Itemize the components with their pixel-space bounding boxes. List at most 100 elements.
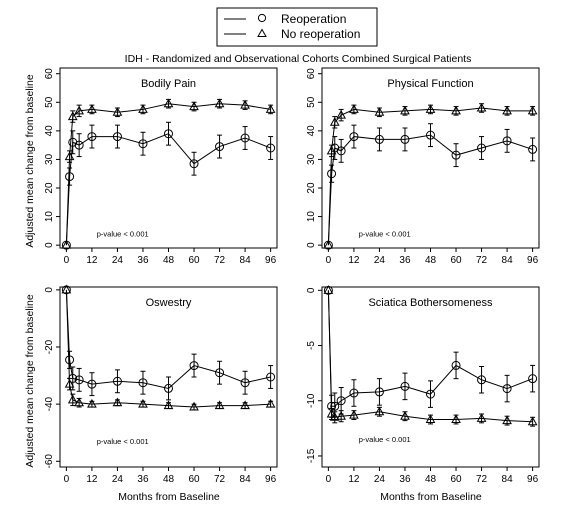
x-tick-label: 12 <box>86 474 98 485</box>
x-tick-label: 84 <box>240 255 252 266</box>
panel-oswestry: Oswestry 0 12 24 36 48 60 72 84 96 0 -20 -40 -60 p-val… <box>44 284 278 485</box>
x-tick-label: 0 <box>326 474 332 485</box>
y-axis-label-bottom: Adjusted mean change from baseline <box>24 294 36 468</box>
x-tick-label: 60 <box>450 474 462 485</box>
data-point-reoperation <box>65 355 75 365</box>
data-point-no-reoperation <box>326 145 337 155</box>
data-point-reoperation <box>164 129 173 139</box>
data-point-no-reoperation <box>451 105 461 115</box>
panel-bodily-pain: Bodily Pain 0 12 24 36 48 60 72 84 96 0 10 20 30 40 50 6… <box>44 67 278 266</box>
y-tick-label: 10 <box>44 211 55 223</box>
data-point-reoperation <box>502 384 512 394</box>
x-tick-label: 0 <box>326 255 332 266</box>
data-point-no-reoperation <box>527 416 538 426</box>
y-tick-label: 20 <box>306 182 317 194</box>
data-point-no-reoperation <box>502 415 512 425</box>
data-point-no-reoperation <box>64 151 75 161</box>
y-tick-label: 30 <box>44 153 55 165</box>
x-tick-label: 24 <box>374 474 386 485</box>
x-tick-label: 36 <box>137 255 149 266</box>
data-point-reoperation <box>426 130 435 140</box>
data-point-no-reoperation <box>502 105 512 115</box>
x-tick-label: 60 <box>450 255 462 266</box>
panel-title: Bodily Pain <box>141 78 196 90</box>
x-tick-label: 72 <box>214 474 226 485</box>
y-tick-label: 0 <box>44 287 55 293</box>
data-point-reoperation <box>240 133 250 143</box>
y-tick-label: 60 <box>306 68 317 80</box>
data-point-reoperation <box>426 389 435 399</box>
data-point-no-reoperation <box>138 104 148 113</box>
data-point-reoperation <box>87 132 97 142</box>
data-point-no-reoperation <box>265 104 276 113</box>
data-point-reoperation <box>189 361 199 371</box>
data-point-no-reoperation <box>112 397 123 407</box>
data-point-reoperation <box>240 378 250 388</box>
series-line-no-reoperation <box>65 103 271 246</box>
figure-title: IDH - Randomized and Observational Cohor… <box>125 53 472 65</box>
series-line-reoperation <box>65 133 271 246</box>
y-tick-label: -15 <box>306 448 317 463</box>
panel-title: Sciatica Bothersomeness <box>368 297 493 309</box>
y-tick-label: 40 <box>44 125 55 137</box>
data-point-no-reoperation <box>425 414 436 424</box>
x-tick-label: 24 <box>112 474 124 485</box>
data-point-reoperation <box>266 372 276 382</box>
data-point-no-reoperation <box>326 408 337 418</box>
x-tick-label: 24 <box>112 255 124 266</box>
x-tick-label: 84 <box>240 474 252 485</box>
data-point-no-reoperation <box>74 397 84 407</box>
data-point-no-reoperation <box>476 413 487 422</box>
y-tick-label: -10 <box>306 393 317 408</box>
x-tick-label: 48 <box>425 255 437 266</box>
data-point-no-reoperation <box>329 412 340 421</box>
p-value-annotation: p-value < 0.001 <box>359 229 411 238</box>
data-point-reoperation <box>349 132 359 142</box>
data-point-no-reoperation <box>87 104 97 113</box>
y-tick-label: -40 <box>44 396 55 411</box>
data-point-reoperation <box>74 375 84 385</box>
data-point-reoperation <box>266 143 276 153</box>
x-tick-label: 48 <box>163 255 175 266</box>
x-tick-label: 48 <box>163 474 175 485</box>
data-point-no-reoperation <box>476 102 487 112</box>
y-tick-label: 0 <box>306 242 317 248</box>
legend-label-reoperation: Reoperation <box>281 12 346 26</box>
legend-circle-icon <box>257 13 267 23</box>
x-tick-label: 96 <box>527 255 539 266</box>
data-point-no-reoperation <box>240 400 250 410</box>
data-point-reoperation <box>349 388 359 398</box>
x-tick-label: 12 <box>348 255 360 266</box>
data-point-no-reoperation <box>374 406 385 416</box>
data-point-reoperation <box>138 139 148 149</box>
x-axis-label-left: Months from Baseline <box>118 491 220 503</box>
data-point-reoperation <box>400 134 410 144</box>
y-tick-label: -60 <box>44 454 55 469</box>
x-tick-label: 36 <box>137 474 149 485</box>
x-tick-label: 36 <box>399 474 411 485</box>
y-tick-label: 50 <box>44 96 55 108</box>
y-tick-label: 30 <box>306 153 317 165</box>
data-point-reoperation <box>477 375 487 385</box>
data-point-no-reoperation <box>61 284 72 294</box>
x-axis-label-right: Months from Baseline <box>380 491 482 503</box>
y-tick-label: 20 <box>44 182 55 194</box>
data-point-reoperation <box>215 142 225 152</box>
y-axis-label-top: Adjusted mean change from baseline <box>24 74 36 248</box>
data-point-reoperation <box>400 381 410 391</box>
data-point-no-reoperation <box>61 239 72 249</box>
data-point-no-reoperation <box>214 98 225 108</box>
y-tick-label: 50 <box>306 96 317 108</box>
data-point-no-reoperation <box>329 117 340 126</box>
x-tick-label: 24 <box>374 255 386 266</box>
plot-frame <box>321 67 540 249</box>
data-point-reoperation <box>477 143 487 153</box>
data-point-reoperation <box>164 383 173 393</box>
x-tick-label: 72 <box>476 474 488 485</box>
plot-frame <box>321 286 540 468</box>
x-tick-label: 72 <box>476 255 488 266</box>
x-tick-label: 96 <box>527 474 539 485</box>
data-point-no-reoperation <box>349 104 359 113</box>
data-point-no-reoperation <box>189 101 199 111</box>
